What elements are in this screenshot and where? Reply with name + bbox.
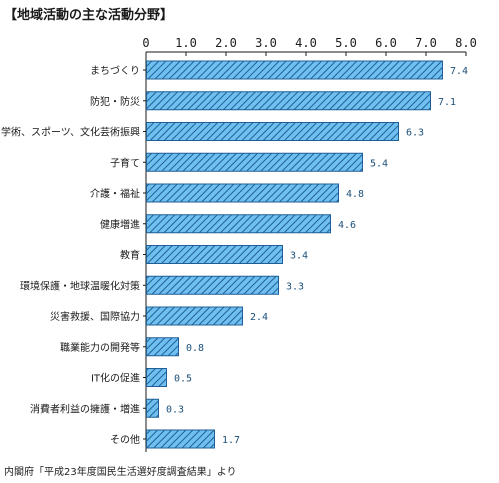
value-label: 3.4 — [290, 251, 308, 262]
category-label: 子育て — [110, 156, 140, 169]
x-tick-label: 8.0 — [455, 36, 477, 50]
value-label: 3.3 — [286, 281, 304, 292]
bar — [146, 122, 399, 141]
bar — [146, 306, 243, 326]
x-tick-label: 6.0 — [375, 36, 397, 50]
value-label: 0.5 — [174, 374, 192, 385]
category-label: 健康増進 — [100, 218, 140, 231]
category-label: 環境保護・地球温暖化対策 — [20, 279, 140, 292]
category-label: 教育 — [120, 249, 140, 262]
bar — [146, 245, 283, 264]
bar — [146, 275, 279, 295]
category-label: 防犯・防災 — [90, 95, 140, 108]
bar — [146, 429, 215, 449]
category-label: 消費者利益の擁護・増進 — [30, 402, 140, 415]
category-label: まちづくり — [90, 65, 140, 77]
category-label: IT化の促進 — [91, 372, 140, 385]
bar — [146, 398, 159, 418]
value-label: 0.3 — [166, 404, 184, 415]
value-label: 6.3 — [406, 128, 424, 139]
category-label: その他 — [110, 433, 140, 446]
bar — [146, 60, 443, 80]
x-tick-label: 2.0 — [215, 36, 237, 50]
value-label: 7.4 — [450, 66, 468, 77]
bar — [146, 368, 167, 387]
bar — [146, 183, 339, 203]
value-label: 4.8 — [346, 189, 364, 200]
x-tick-label: 5.0 — [335, 36, 357, 50]
x-tick-label: 0 — [142, 36, 149, 50]
value-label: 0.8 — [186, 343, 204, 354]
value-label: 7.1 — [438, 97, 456, 108]
value-label: 4.6 — [338, 220, 356, 231]
bar — [146, 214, 331, 234]
chart-title: 【地域活動の主な活動分野】 — [4, 8, 174, 23]
x-tick-label: 3.0 — [255, 36, 277, 50]
bar — [146, 91, 431, 111]
bar — [146, 152, 363, 172]
x-tick-label: 4.0 — [295, 36, 317, 50]
category-label: 介護・福祉 — [90, 187, 140, 200]
category-label: 職業能力の開発等 — [60, 341, 140, 354]
category-label: 災害救援、国際協力 — [50, 310, 140, 323]
category-label: 学術、スポーツ、文化芸術振興 — [1, 126, 140, 139]
x-tick-label: 7.0 — [415, 36, 437, 50]
source-note: 内閣府「平成23年度国民生活選好度調査結果」より — [4, 467, 237, 478]
x-tick-label: 1.0 — [175, 36, 197, 50]
value-label: 1.7 — [222, 435, 240, 446]
value-label: 5.4 — [370, 158, 388, 169]
bar — [146, 337, 179, 357]
value-label: 2.4 — [250, 312, 268, 323]
